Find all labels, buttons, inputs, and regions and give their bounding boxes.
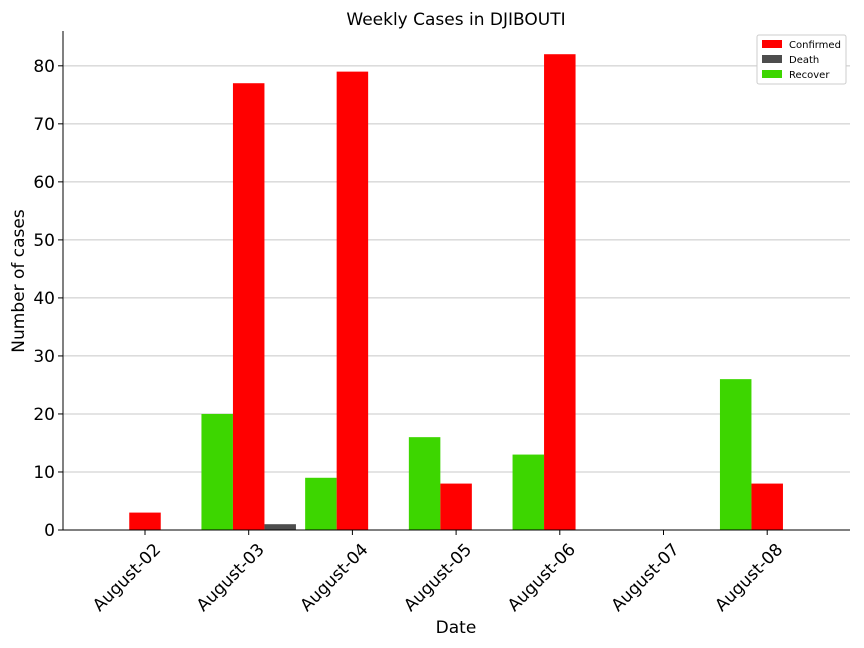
bar-recover-august-08 <box>719 379 752 530</box>
bar-confirmed-august-02 <box>129 512 161 530</box>
chart-title: Weekly Cases in DJIBOUTI <box>346 10 565 30</box>
legend-label-confirmed: Confirmed <box>789 40 841 51</box>
x-tick-label: August-05 <box>400 540 476 616</box>
legend-swatch-death <box>762 55 782 63</box>
y-axis-label: Number of cases <box>9 209 29 353</box>
bar-confirmed-august-03 <box>232 83 265 530</box>
y-tick-label: 30 <box>33 347 55 367</box>
legend: Confirmed Death Recover <box>756 34 847 85</box>
bar-confirmed-august-05 <box>440 483 472 530</box>
legend-swatch-confirmed <box>762 40 782 48</box>
y-tick-label: 50 <box>33 231 55 251</box>
x-tick-label: August-06 <box>504 540 580 616</box>
x-tick-label: August-08 <box>711 540 787 616</box>
y-tick-label: 80 <box>33 57 55 77</box>
x-ticks: August-02 August-03 August-04 August-05 Augu… <box>89 530 787 616</box>
x-tick-label: August-04 <box>297 540 373 616</box>
bars <box>129 54 783 531</box>
bar-recover-august-03 <box>201 413 233 530</box>
y-tick-label: 40 <box>33 289 55 309</box>
y-tick-label: 20 <box>33 405 55 425</box>
legend-swatch-recover <box>762 70 782 78</box>
bar-recover-august-04 <box>305 477 337 530</box>
bar-death-august-03 <box>264 524 296 530</box>
bar-confirmed-august-06 <box>544 54 576 531</box>
y-tick-label: 60 <box>33 173 55 193</box>
y-tick-label: 0 <box>44 521 55 541</box>
x-tick-label: August-03 <box>193 540 269 616</box>
legend-label-recover: Recover <box>789 70 830 81</box>
legend-label-death: Death <box>789 55 819 66</box>
x-axis-label: Date <box>436 618 477 638</box>
bar-confirmed-august-08 <box>751 483 783 530</box>
x-tick-label: August-02 <box>89 540 165 616</box>
bar-recover-august-05 <box>408 437 441 530</box>
bar-recover-august-06 <box>512 454 545 530</box>
y-ticks: 0 10 20 30 40 50 60 70 80 <box>33 57 63 541</box>
bar-confirmed-august-04 <box>336 71 369 531</box>
x-tick-label: August-07 <box>608 540 684 616</box>
gridlines <box>63 65 850 473</box>
y-tick-label: 70 <box>33 115 55 135</box>
y-tick-label: 10 <box>33 463 55 483</box>
